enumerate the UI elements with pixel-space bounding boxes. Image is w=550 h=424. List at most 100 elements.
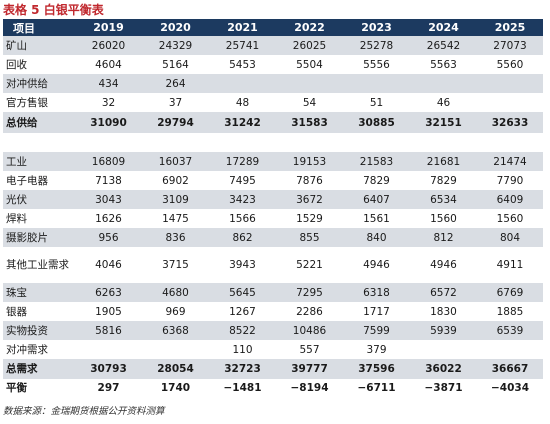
table-cell: 37596 (358, 363, 395, 375)
table-cell: 1267 (229, 305, 256, 318)
table-cell: 969 (165, 305, 186, 318)
section-spacer (3, 133, 543, 152)
row-label: 总需求 (6, 363, 38, 375)
table-cell: 3672 (296, 193, 323, 206)
table-cell: 27073 (493, 39, 527, 52)
table-row: 官方售银 32 37 48 54 51 46 (3, 93, 543, 112)
table-cell: 2286 (296, 305, 323, 318)
table-cell: 6368 (162, 324, 189, 337)
table-row: 平衡 297 1740 −1481 −8194 −6711 −3871 −4034 (3, 379, 543, 396)
table-cell: 4911 (496, 259, 524, 271)
table-cell: 1560 (496, 212, 524, 225)
table-row: 电子电器 7138 6902 7495 7876 7829 7829 7790 (3, 171, 543, 190)
table-cell: 31090 (90, 116, 127, 129)
table-row: 光伏 3043 3109 3423 3672 6407 6534 6409 (3, 190, 543, 209)
header-year: 2024 (428, 21, 459, 34)
row-label: 银器 (6, 305, 27, 318)
table-cell: −1481 (223, 381, 262, 394)
table-cell: 1830 (430, 305, 457, 318)
table-cell: 32151 (425, 116, 462, 129)
row-label: 其他工业需求 (6, 259, 69, 271)
row-label: 对冲供给 (6, 77, 48, 90)
row-label: 平衡 (6, 381, 27, 394)
row-label: 珠宝 (6, 286, 27, 299)
table-cell: 51 (369, 96, 384, 109)
table-cell: 379 (366, 343, 387, 356)
row-label: 对冲需求 (6, 343, 48, 356)
table-cell: 862 (232, 231, 253, 244)
source-note: 数据来源：金瑞期货根据公开资料测算 (3, 406, 165, 417)
table-cell: 17289 (225, 155, 260, 168)
header-year: 2025 (494, 21, 526, 34)
table-cell: 7829 (363, 174, 390, 187)
table-cell: 4946 (430, 259, 457, 271)
table-cell: 1740 (160, 381, 191, 394)
table-row: 焊料 1626 1475 1566 1529 1561 1560 1560 (3, 209, 543, 228)
table-cell: 7599 (363, 324, 390, 337)
table-cell: −8194 (290, 381, 329, 394)
table-cell (75, 340, 142, 359)
table-cell (276, 74, 343, 93)
row-label: 工业 (6, 155, 27, 168)
row-label: 电子电器 (6, 174, 48, 187)
table-cell: 855 (299, 231, 320, 244)
table-cell: 6407 (363, 193, 390, 206)
table-row: 工业 16809 16037 17289 19153 21583 21681 21474 (3, 152, 543, 171)
table-cell (410, 74, 477, 93)
table-cell: 5563 (430, 58, 457, 71)
table-cell: 21583 (359, 155, 394, 168)
table-cell: 6539 (496, 324, 524, 337)
header-year: 2023 (361, 21, 392, 34)
table-cell: 54 (302, 96, 317, 109)
table-row: 总需求 30793 28054 32723 39777 37596 36022 36667 (3, 359, 543, 379)
header-year: 2021 (227, 21, 258, 34)
table-cell: 31242 (224, 116, 261, 129)
table-cell: 28054 (157, 363, 194, 375)
table-cell: 37 (168, 96, 183, 109)
table-cell: 10486 (292, 324, 327, 337)
table-cell: 110 (232, 343, 253, 356)
table-cell: 956 (98, 231, 119, 244)
table-cell: 5816 (95, 324, 122, 337)
table-cell: 6572 (430, 286, 457, 299)
row-label: 回收 (6, 58, 27, 71)
table-cell: 5939 (430, 324, 457, 337)
table-row: 珠宝 6263 4680 5645 7295 6318 6572 6769 (3, 283, 543, 302)
table-cell: 6318 (363, 286, 390, 299)
table-cell: 4604 (95, 58, 122, 71)
table-cell: 7138 (95, 174, 122, 187)
table-cell: 557 (299, 343, 320, 356)
table-cell: 31583 (291, 116, 328, 129)
table-row: 矿山 26020 24329 25741 26025 25278 26542 27073 (3, 36, 543, 55)
table-cell: 30885 (358, 116, 395, 129)
table-cell: 21474 (493, 155, 527, 168)
table-cell: 1529 (296, 212, 323, 225)
table-cell: 26020 (91, 39, 126, 52)
table-cell: 1560 (430, 212, 457, 225)
table-cell: 8522 (229, 324, 256, 337)
table-cell: 7876 (296, 174, 323, 187)
table-cell: 3943 (229, 259, 256, 271)
table-cell: 434 (98, 77, 119, 90)
table-cell: 1475 (162, 212, 189, 225)
table-row: 回收 4604 5164 5453 5504 5556 5563 5560 (3, 55, 543, 74)
table-row: 摄影胶片 956 836 862 855 840 812 804 (3, 228, 543, 247)
table-cell: 46 (436, 96, 451, 109)
table-cell: 6902 (162, 174, 189, 187)
header-item: 项目 (13, 21, 35, 35)
table-cell: 5645 (229, 286, 256, 299)
table-cell: 6534 (430, 193, 457, 206)
table-cell: 1626 (95, 212, 122, 225)
table-cell: 264 (165, 77, 186, 90)
table-cell: 26542 (426, 39, 461, 52)
table-cell: 4046 (95, 259, 122, 271)
row-label: 摄影胶片 (6, 231, 48, 244)
table-cell: 5453 (229, 58, 256, 71)
table-row: 对冲需求 110 557 379 (3, 340, 543, 359)
table-cell: 4946 (363, 259, 390, 271)
table-cell: 1905 (95, 305, 122, 318)
header-year: 2019 (93, 21, 124, 34)
table-cell: 32723 (224, 363, 261, 375)
table-cell: 5556 (363, 58, 390, 71)
table-cell: 5504 (296, 58, 323, 71)
